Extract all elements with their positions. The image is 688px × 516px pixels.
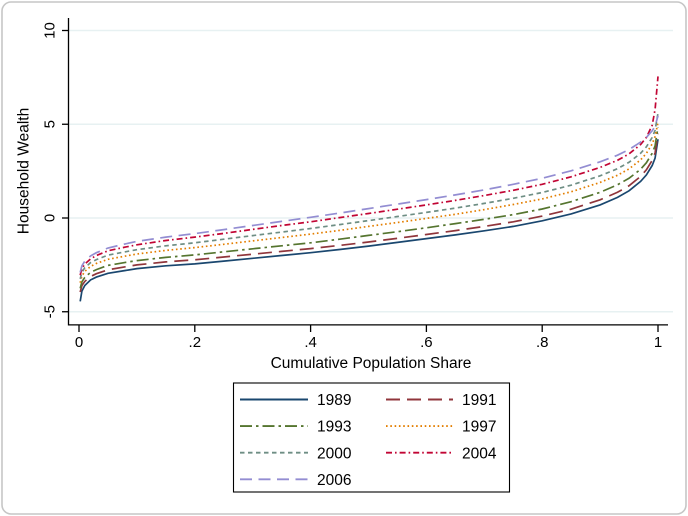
y-tick-label-5: 5 bbox=[41, 120, 58, 128]
y-tick-label-10: 10 bbox=[41, 22, 58, 39]
series-lines bbox=[79, 76, 659, 302]
series-line-2006 bbox=[79, 115, 659, 273]
axes: -5 0 5 10 0 .2 .4 .6 .8 1 bbox=[41, 18, 668, 351]
y-tick-label-0: 0 bbox=[41, 214, 58, 222]
x-tick-label-.6: .6 bbox=[420, 334, 433, 351]
legend-item-2006: 2006 bbox=[240, 472, 351, 489]
legend-item-2000: 2000 bbox=[240, 445, 352, 462]
gridlines bbox=[68, 29, 673, 313]
series-line-1989 bbox=[79, 139, 659, 302]
legend-item-1997: 1997 bbox=[386, 419, 496, 436]
y-tick-label--5: -5 bbox=[41, 305, 58, 318]
legend-item-1993: 1993 bbox=[240, 419, 351, 436]
legend-item-1989: 1989 bbox=[240, 392, 351, 409]
series-line-1993 bbox=[79, 126, 659, 289]
legend: 1989 1991 1993 1997 2000 2004 2006 bbox=[232, 382, 511, 493]
legend-item-1991: 1991 bbox=[386, 392, 496, 409]
legend-label-2004: 2004 bbox=[462, 445, 497, 462]
x-tick-label-0: 0 bbox=[75, 334, 83, 351]
series-line-1997 bbox=[79, 122, 659, 283]
legend-box bbox=[232, 382, 511, 493]
legend-item-2004: 2004 bbox=[386, 445, 497, 462]
series-line-2000 bbox=[79, 112, 659, 280]
x-tick-label-.4: .4 bbox=[304, 334, 317, 351]
x-axis-title: Cumulative Population Share bbox=[271, 355, 472, 372]
legend-label-2000: 2000 bbox=[317, 445, 352, 462]
x-tick-label-.2: .2 bbox=[189, 334, 202, 351]
x-tick-label-1: 1 bbox=[654, 334, 662, 351]
x-tick-label-.8: .8 bbox=[536, 334, 549, 351]
legend-label-1991: 1991 bbox=[462, 392, 496, 409]
legend-label-1989: 1989 bbox=[317, 392, 351, 409]
series-line-2004 bbox=[79, 76, 659, 276]
legend-label-2006: 2006 bbox=[317, 472, 351, 489]
y-axis-title: Household Wealth bbox=[15, 108, 32, 234]
series-line-1991 bbox=[79, 133, 659, 293]
legend-label-1997: 1997 bbox=[462, 419, 496, 436]
legend-label-1993: 1993 bbox=[317, 419, 351, 436]
